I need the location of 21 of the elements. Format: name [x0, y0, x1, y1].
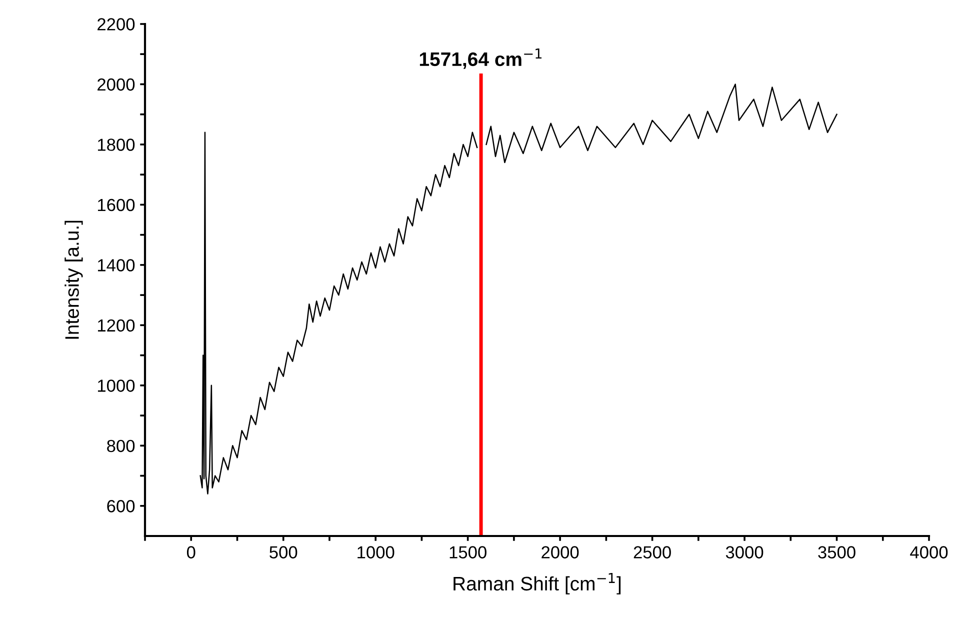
x-axis-title: Raman Shift [cm$^{−1}$]	[454, 573, 621, 594]
x-tick-label: 1500	[450, 546, 486, 558]
x-tick-label: 3500	[818, 546, 856, 558]
x-tick-label: 4000	[910, 546, 948, 558]
x-tick-label: 2500	[634, 546, 671, 558]
y-tick-label: 2200	[98, 18, 135, 30]
y-tick-label: 1400	[98, 259, 135, 272]
x-tick-label: 500	[270, 546, 298, 558]
y-axis-title: Intensity [a.u.]	[64, 220, 83, 339]
x-tick-label: 0	[186, 546, 196, 558]
y-tick-label: 600	[107, 500, 135, 512]
ref-line-label: 1571,64 cm$^{−1}$	[420, 48, 542, 69]
y-tick-label: 800	[107, 440, 135, 452]
x-tick-label: 3000	[726, 546, 764, 558]
y-tick-label: 2000	[98, 78, 135, 91]
y-tick-label: 1800	[98, 138, 135, 151]
y-tick-label: 1200	[98, 319, 135, 332]
x-tick-label: 1000	[358, 546, 394, 558]
x-tick-label: 2000	[542, 546, 579, 558]
y-tick-label: 1600	[98, 198, 135, 212]
y-tick-label: 1000	[98, 380, 135, 392]
